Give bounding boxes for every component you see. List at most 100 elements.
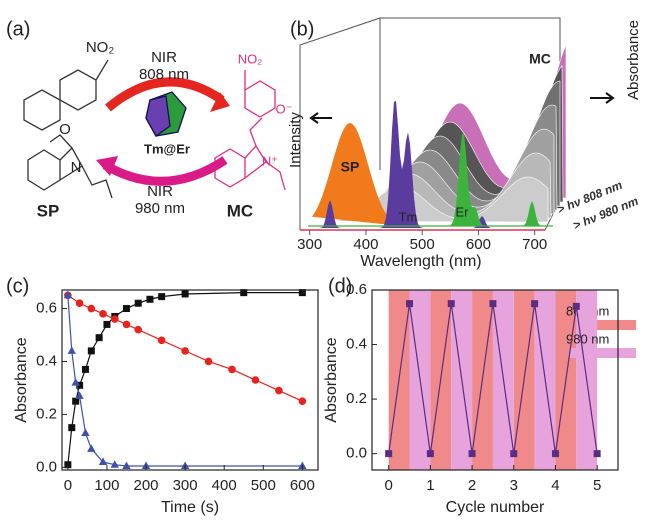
molecule-bond bbox=[49, 134, 73, 149]
y-tick-label: 0.0 bbox=[36, 458, 57, 475]
legend-label: 980 nm bbox=[566, 331, 609, 346]
panel-label: (c) bbox=[6, 275, 29, 297]
x-tick-label: 0 bbox=[385, 477, 393, 494]
marker bbox=[181, 347, 189, 355]
x-tick-label: 0 bbox=[64, 477, 72, 494]
axis-label: Wavelength (nm) bbox=[360, 253, 481, 270]
molecule-bond bbox=[244, 80, 276, 118]
x-tick-label: 4 bbox=[551, 477, 559, 494]
marker bbox=[122, 320, 131, 329]
x-tick-label: 700 bbox=[522, 236, 547, 253]
y-tick-label: 0.2 bbox=[36, 405, 57, 422]
marker bbox=[134, 299, 142, 307]
scheme bbox=[23, 59, 286, 199]
y-tick-label: 0.0 bbox=[346, 445, 367, 462]
x-tick-label: 3 bbox=[510, 477, 518, 494]
center-label: Tm@Er bbox=[144, 141, 190, 156]
marker bbox=[87, 444, 96, 452]
frame bbox=[299, 17, 381, 230]
y-axis-label: Absorbance bbox=[13, 337, 30, 422]
marker bbox=[385, 450, 393, 458]
x-axis-label: Time (s) bbox=[161, 499, 219, 516]
spectrum-label: Er bbox=[456, 204, 470, 219]
x-tick-label: 2 bbox=[468, 477, 476, 494]
crystal bbox=[145, 95, 171, 137]
x-tick-label: 300 bbox=[297, 236, 322, 253]
marker bbox=[63, 290, 73, 299]
marker bbox=[68, 424, 76, 432]
marker bbox=[110, 315, 119, 323]
spectrum-label: SP bbox=[341, 159, 360, 175]
x-tick-label: 400 bbox=[212, 477, 237, 494]
marker bbox=[251, 376, 260, 384]
atom-label: NO₂ bbox=[238, 51, 263, 66]
legend-swatch bbox=[570, 320, 636, 330]
marker bbox=[81, 428, 90, 436]
molecule-bond bbox=[23, 89, 61, 131]
chart: 0 100 200 300 400 500 600 0.0 0.2 0.4 0.6 Time (s) A… bbox=[13, 289, 319, 516]
marker bbox=[103, 320, 111, 328]
molecule-label: MC bbox=[227, 201, 253, 220]
molecule-bond bbox=[27, 149, 61, 191]
y-tick-label: 0.6 bbox=[36, 299, 57, 316]
marker bbox=[71, 378, 80, 386]
molecule-bond bbox=[249, 117, 263, 147]
arrow-label: 808 nm bbox=[139, 66, 189, 83]
axis-label: Absorbance bbox=[625, 20, 642, 100]
x-tick-label: 600 bbox=[466, 236, 491, 253]
molecule-bond bbox=[59, 69, 97, 111]
series-line bbox=[67, 292, 303, 465]
series-line bbox=[67, 295, 303, 467]
y-tick-label: 0.2 bbox=[346, 390, 367, 407]
arrow bbox=[102, 156, 228, 186]
marker bbox=[447, 300, 455, 308]
marker bbox=[81, 365, 89, 373]
marker bbox=[181, 290, 189, 298]
marker bbox=[572, 302, 580, 310]
arrow-label: 980 nm bbox=[135, 200, 185, 217]
x-tick-label: 500 bbox=[251, 477, 276, 494]
marker bbox=[99, 310, 107, 318]
x-tick-label: 600 bbox=[290, 477, 315, 494]
marker bbox=[72, 397, 80, 405]
panel-label: (d) bbox=[328, 275, 352, 297]
marker bbox=[110, 460, 119, 468]
x-axis-label: Cycle number bbox=[446, 499, 545, 516]
y-tick-label: 0.4 bbox=[346, 336, 367, 353]
marker bbox=[468, 450, 476, 458]
marker bbox=[510, 450, 518, 458]
marker bbox=[87, 347, 95, 355]
marker bbox=[298, 289, 306, 297]
marker bbox=[298, 397, 307, 405]
marker bbox=[551, 450, 559, 458]
marker bbox=[134, 325, 143, 334]
arrow-label: NIR bbox=[147, 183, 173, 200]
marker bbox=[275, 386, 283, 395]
x-tick-label: 5 bbox=[593, 477, 601, 494]
marker bbox=[406, 300, 414, 308]
marker bbox=[157, 336, 166, 345]
x-tick-label: 100 bbox=[94, 477, 119, 494]
marker bbox=[122, 305, 130, 313]
marker bbox=[489, 300, 497, 308]
y-tick-label: 0.6 bbox=[346, 281, 367, 298]
marker bbox=[122, 461, 131, 470]
atom-label: N bbox=[71, 159, 82, 176]
y-axis-label: Absorbance bbox=[323, 337, 340, 422]
molecule-label: SP bbox=[37, 201, 60, 220]
panel-label: (a) bbox=[6, 18, 30, 40]
marker bbox=[593, 450, 601, 458]
y-tick-label: 0.4 bbox=[36, 352, 57, 369]
arrow bbox=[309, 112, 332, 124]
spectrum-er bbox=[420, 133, 545, 226]
molecule-bond bbox=[81, 165, 113, 199]
arrow-head bbox=[210, 92, 230, 112]
spectrum-label: Tm bbox=[399, 209, 418, 224]
marker bbox=[75, 299, 84, 308]
atom-label: N⁺ bbox=[262, 153, 278, 168]
atom-label: O⁻ bbox=[276, 101, 293, 116]
atom-label: NO₂ bbox=[86, 39, 115, 56]
x-tick-label: 1 bbox=[426, 477, 434, 494]
marker bbox=[87, 304, 96, 313]
